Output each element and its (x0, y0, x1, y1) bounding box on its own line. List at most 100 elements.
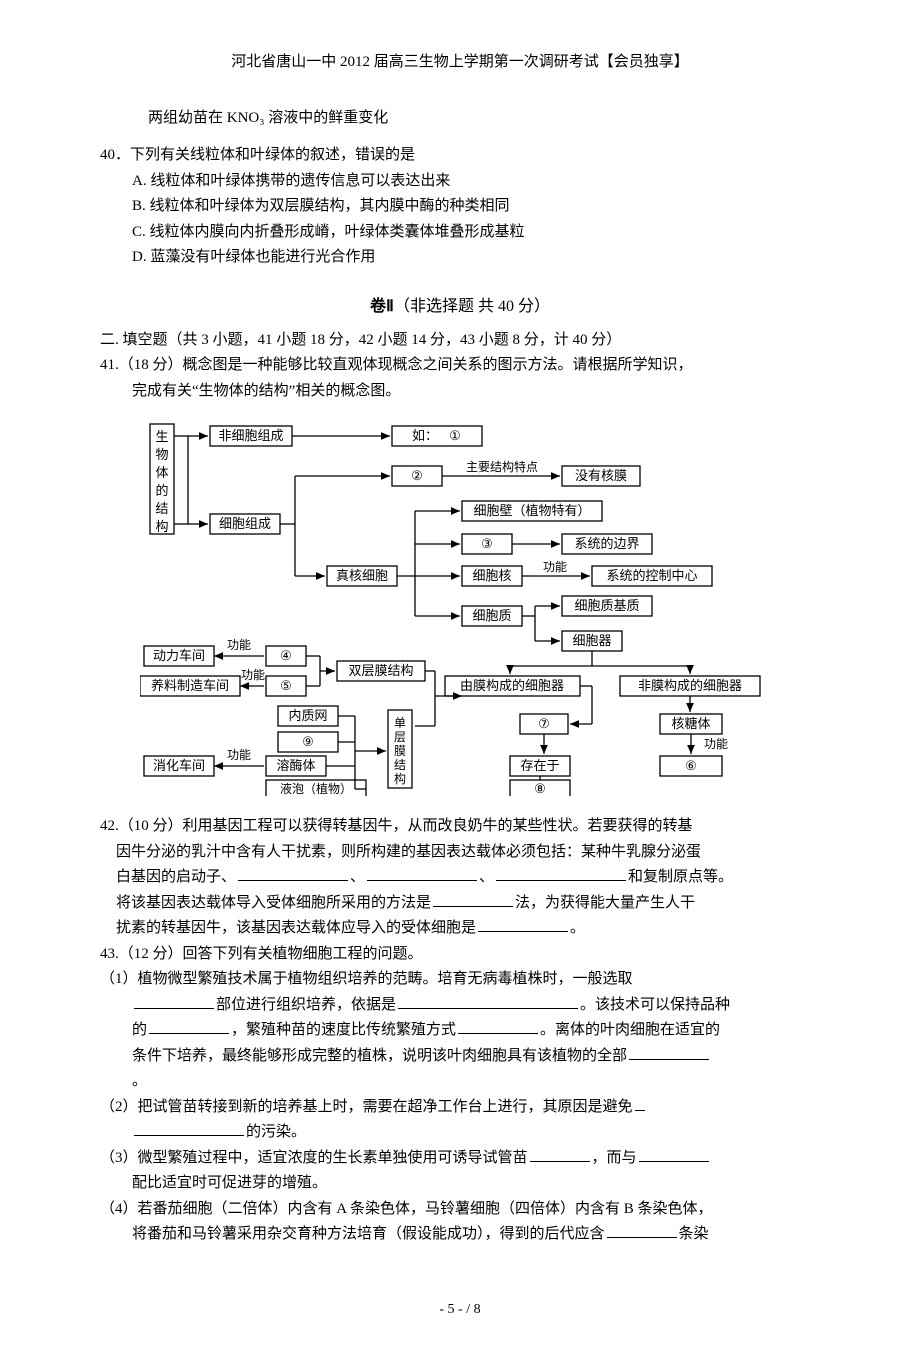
question-41: 41.（18 分）概念图是一种能够比较直观体现概念之间关系的图示方法。请根据所学… (100, 353, 820, 404)
blank (134, 1120, 244, 1136)
blank (149, 1018, 229, 1034)
svg-text:细胞组成: 细胞组成 (219, 516, 271, 531)
svg-text:液泡（植物）: 液泡（植物） (280, 781, 352, 796)
svg-text:层: 层 (394, 730, 406, 744)
svg-text:内质网: 内质网 (288, 708, 327, 723)
svg-text:⑧: ⑧ (534, 781, 546, 796)
q39-caption: 两组幼苗在 KNO₃ 溶液中的鲜重变化 (100, 106, 820, 132)
svg-text:消化车间: 消化车间 (153, 758, 205, 773)
q40-option-b: B. 线粒体和叶绿体为双层膜结构，其内膜中酶的种类相同 (100, 194, 820, 220)
svg-text:⑨: ⑨ (302, 734, 314, 749)
q42-line-1: 42.（10 分）利用基因工程可以获得转基因牛，从而改良奶牛的某些性状。若要获得… (100, 814, 820, 840)
svg-text:细胞质基质: 细胞质基质 (574, 598, 639, 613)
q42-text: 将该基因表达载体导入受体细胞所采用的方法是 (116, 895, 431, 911)
q40-option-c: C. 线粒体内膜向内折叠形成嵴，叶绿体类囊体堆叠形成基粒 (100, 220, 820, 246)
concept-diagram: 生 物 体 的 结 构 非细胞组成 如： ① 细胞组成 ② 主要结构特点 没有核… (100, 416, 820, 796)
blank (478, 916, 568, 932)
svg-text:细胞质: 细胞质 (472, 608, 511, 623)
svg-text:①: ① (449, 428, 461, 443)
svg-text:膜: 膜 (394, 744, 406, 758)
svg-text:主要结构特点: 主要结构特点 (466, 459, 538, 474)
svg-text:系统的边界: 系统的边界 (574, 536, 639, 551)
svg-text:没有核膜: 没有核膜 (575, 468, 627, 483)
q43-4-b: 将番茄和马铃薯采用杂交育种方法培育（假设能成功），得到的后代应含条染 (100, 1222, 820, 1248)
blank (639, 1146, 709, 1162)
q43-text: 。该技术可以保持品种 (580, 997, 730, 1013)
section-2-name: 卷Ⅱ (370, 298, 394, 315)
q40-option-d: D. 蓝藻没有叶绿体也能进行光合作用 (100, 245, 820, 271)
q43-1-d: 条件下培养，最终能够形成完整的植株，说明该叶肉细胞具有该植物的全部 (100, 1044, 820, 1070)
q42-text: 和复制原点等。 (628, 869, 733, 885)
question-40: 40．下列有关线粒体和叶绿体的叙述，错误的是 A. 线粒体和叶绿体携带的遗传信息… (100, 143, 820, 271)
page-footer: - 5 - / 8 (100, 1298, 820, 1322)
blank (398, 993, 578, 1009)
q43-1-c: 的，繁殖种苗的速度比传统繁殖方式。离体的叶肉细胞在适宜的 (100, 1018, 820, 1044)
q43-text: 的 (132, 1022, 147, 1038)
fill-intro: 二. 填空题（共 3 小题，41 小题 18 分，42 小题 14 分，43 小… (100, 328, 820, 354)
svg-text:功能: 功能 (227, 638, 251, 652)
svg-text:功能: 功能 (704, 737, 728, 751)
svg-text:真核细胞: 真核细胞 (336, 568, 388, 583)
q43-text: ，而与 (592, 1150, 637, 1166)
q43-text: （2）把试管苗转接到新的培养基上时，需要在超净工作台上进行，其原因是避免 (100, 1099, 633, 1115)
q41-stem-1: 41.（18 分）概念图是一种能够比较直观体现概念之间关系的图示方法。请根据所学… (100, 353, 820, 379)
q43-stem: 43.（12 分）回答下列有关植物细胞工程的问题。 (100, 942, 820, 968)
svg-text:功能: 功能 (543, 560, 567, 574)
q42-text: 。 (570, 920, 585, 936)
svg-text:养料制造车间: 养料制造车间 (151, 678, 229, 693)
q43-1-b: 部位进行组织培养，依据是。该技术可以保持品种 (100, 993, 820, 1019)
svg-text:结: 结 (155, 501, 168, 516)
blank (496, 865, 626, 881)
q42-text: 、 (350, 869, 365, 885)
q42-text: 、 (479, 869, 494, 885)
svg-text:溶酶体: 溶酶体 (276, 758, 315, 773)
svg-text:②: ② (411, 468, 423, 483)
svg-text:⑦: ⑦ (538, 716, 550, 731)
q43-4-a: （4）若番茄细胞（二倍体）内含有 A 条染色体，马铃薯细胞（四倍体）内含有 B … (100, 1197, 820, 1223)
q43-text: （3）微型繁殖过程中，适宜浓度的生长素单独使用可诱导试管苗 (100, 1150, 528, 1166)
q43-text: 。离体的叶肉细胞在适宜的 (540, 1022, 720, 1038)
svg-text:体: 体 (155, 465, 168, 480)
section-2-title: 卷Ⅱ（非选择题 共 40 分） (100, 293, 820, 320)
q41-stem-2: 完成有关“生物体的结构”相关的概念图。 (100, 379, 820, 405)
svg-text:⑥: ⑥ (685, 758, 697, 773)
q43-1-e: 。 (100, 1069, 820, 1095)
q43-text: 条件下培养，最终能够形成完整的植株，说明该叶肉细胞具有该植物的全部 (132, 1048, 627, 1064)
svg-text:核糖体: 核糖体 (671, 716, 710, 731)
q42-line-4: 将该基因表达载体导入受体细胞所采用的方法是 法，为获得能大量产生人干 (100, 891, 820, 917)
section-2-paren: （非选择题 共 40 分） (394, 298, 550, 315)
q42-text: 法，为获得能大量产生人干 (515, 895, 695, 911)
q40-option-a: A. 线粒体和叶绿体携带的遗传信息可以表达出来 (100, 169, 820, 195)
blank (238, 865, 348, 881)
svg-text:的: 的 (155, 483, 168, 498)
svg-text:构: 构 (155, 519, 168, 534)
svg-text:由膜构成的细胞器: 由膜构成的细胞器 (460, 678, 564, 693)
svg-text:细胞壁（植物特有）: 细胞壁（植物特有） (473, 503, 590, 518)
q42-text: 白基因的启动子、 (116, 869, 236, 885)
q42-line-5: 扰素的转基因牛，该基因表达载体应导入的受体细胞是 。 (100, 916, 820, 942)
svg-text:生: 生 (155, 429, 168, 444)
q42-text: 扰素的转基因牛，该基因表达载体应导入的受体细胞是 (116, 920, 476, 936)
q40-stem: 40．下列有关线粒体和叶绿体的叙述，错误的是 (100, 143, 820, 169)
svg-text:单: 单 (394, 716, 406, 730)
q43-2-b: 的污染。 (100, 1120, 820, 1146)
svg-text:细胞核: 细胞核 (472, 568, 511, 583)
svg-text:系统的控制中心: 系统的控制中心 (606, 568, 697, 583)
blank (629, 1044, 709, 1060)
q42-line-2: 因牛分泌的乳汁中含有人干扰素，则所构建的基因表达载体必须包括：某种牛乳腺分泌蛋 (100, 840, 820, 866)
svg-text:功能: 功能 (241, 668, 265, 682)
blank (134, 993, 214, 1009)
blank (367, 865, 477, 881)
svg-text:存在于: 存在于 (520, 758, 559, 773)
blank (635, 1095, 645, 1111)
q43-text: 条染 (679, 1226, 709, 1242)
page-header: 河北省唐山一中 2012 届高三生物上学期第一次调研考试【会员独享】 (100, 50, 820, 76)
svg-text:⑤: ⑤ (280, 678, 292, 693)
q43-3: （3）微型繁殖过程中，适宜浓度的生长素单独使用可诱导试管苗 ，而与 (100, 1146, 820, 1172)
svg-text:非细胞组成: 非细胞组成 (218, 428, 283, 443)
svg-text:物: 物 (155, 447, 168, 462)
svg-text:非膜构成的细胞器: 非膜构成的细胞器 (638, 678, 742, 693)
svg-text:细胞器: 细胞器 (572, 633, 611, 648)
svg-text:③: ③ (481, 536, 493, 551)
question-42: 42.（10 分）利用基因工程可以获得转基因牛，从而改良奶牛的某些性状。若要获得… (100, 814, 820, 942)
